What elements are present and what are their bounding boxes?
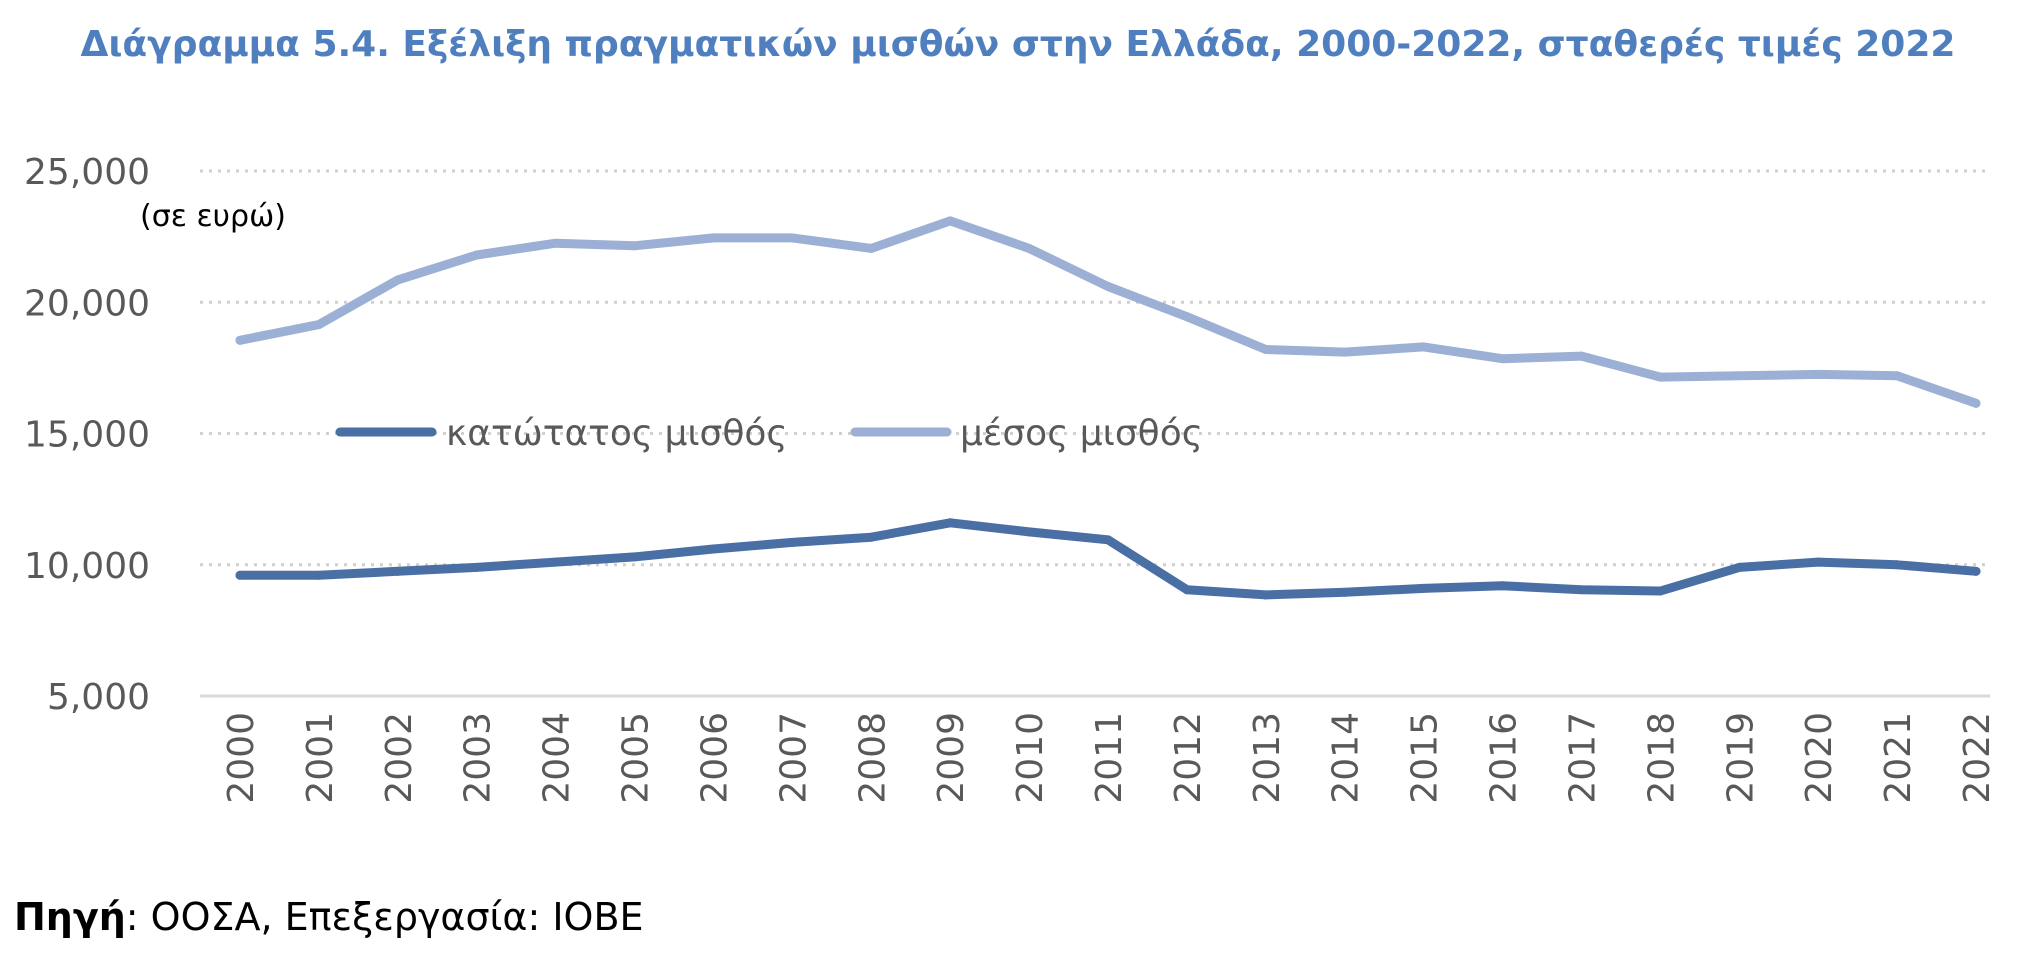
series-line-1 — [235, 518, 1981, 600]
data-point — [1182, 585, 1192, 595]
data-point — [945, 518, 955, 528]
data-point — [1734, 562, 1744, 572]
data-point — [235, 335, 245, 345]
data-point — [1024, 243, 1034, 253]
x-tick-label: 2002 — [379, 712, 420, 804]
data-point — [1971, 398, 1981, 408]
data-point — [1261, 590, 1271, 600]
x-tick-label: 2014 — [1326, 712, 1367, 804]
data-point — [945, 216, 955, 226]
data-point — [1340, 587, 1350, 597]
y-tick-label: 25,000 — [24, 152, 150, 193]
data-point — [235, 570, 245, 580]
x-tick-label: 2016 — [1484, 712, 1525, 804]
data-point — [866, 532, 876, 542]
x-tick-label: 2020 — [1799, 712, 1840, 804]
x-tick-label: 2015 — [1405, 712, 1446, 804]
y-tick-label: 20,000 — [24, 283, 150, 324]
data-point — [314, 570, 324, 580]
data-point — [630, 552, 640, 562]
y-tick-label: 10,000 — [24, 546, 150, 587]
data-point — [1813, 557, 1823, 567]
x-tick-label: 2018 — [1641, 712, 1682, 804]
data-point — [1340, 347, 1350, 357]
data-point — [1813, 369, 1823, 379]
x-tick-label: 2011 — [1089, 712, 1130, 804]
data-point — [1498, 354, 1508, 364]
data-point — [1892, 560, 1902, 570]
data-point — [472, 250, 482, 260]
data-point — [787, 233, 797, 243]
x-tick-label: 2008 — [852, 712, 893, 804]
data-point — [1971, 566, 1981, 576]
x-axis-tick-labels: 2000 2001 2002 2003 2004 2005 2006 2007 2008 2009… — [221, 712, 1998, 804]
data-point — [1498, 581, 1508, 591]
x-tick-label: 2022 — [1957, 712, 1998, 804]
data-point — [1655, 586, 1665, 596]
data-point — [630, 241, 640, 251]
data-point — [1419, 342, 1429, 352]
data-point — [1576, 351, 1586, 361]
x-tick-label: 2001 — [300, 712, 341, 804]
x-tick-label: 2003 — [458, 712, 499, 804]
data-point — [708, 544, 718, 554]
x-tick-label: 2013 — [1247, 712, 1288, 804]
x-tick-label: 2017 — [1562, 712, 1603, 804]
y-tick-label: 15,000 — [24, 415, 150, 456]
data-point — [1892, 371, 1902, 381]
y-axis-tick-labels: 5,000 10,000 15,000 20,000 25,000 — [24, 152, 150, 718]
x-tick-label: 2006 — [694, 712, 735, 804]
source-note: Πηγή: ΟΟΣΑ, Επεξεργασία: ΙΟΒΕ — [14, 895, 644, 939]
data-point — [551, 238, 561, 248]
data-point — [1103, 282, 1113, 291]
data-point — [866, 243, 876, 253]
x-tick-label: 2000 — [221, 712, 262, 804]
series-line-2 — [235, 216, 1981, 408]
data-point — [1024, 527, 1034, 537]
data-point — [1419, 583, 1429, 593]
data-point — [1182, 312, 1192, 322]
data-point — [472, 562, 482, 572]
x-tick-label: 2019 — [1720, 712, 1761, 804]
series-lines — [235, 216, 1981, 600]
x-tick-label: 2010 — [1010, 712, 1051, 804]
x-tick-label: 2012 — [1168, 712, 1209, 804]
data-point — [708, 233, 718, 243]
data-point — [393, 275, 403, 285]
x-tick-label: 2009 — [931, 712, 972, 804]
x-tick-label: 2007 — [773, 712, 814, 804]
legend-label-1: κατώτατος μισθός — [446, 413, 788, 454]
legend: κατώτατος μισθός μέσος μισθός — [335, 413, 1203, 454]
data-point — [551, 557, 561, 567]
data-point — [1103, 535, 1113, 545]
unit-label: (σε ευρώ) — [140, 199, 286, 234]
data-point — [393, 566, 403, 576]
data-point — [1261, 345, 1271, 354]
data-point — [1576, 585, 1586, 595]
data-point — [314, 320, 324, 330]
source-label: Πηγή — [14, 895, 126, 939]
chart-title: Διάγραμμα 5.4. Εξέλιξη πραγματικών μισθώ… — [81, 24, 1956, 65]
legend-label-2: μέσος μισθός — [960, 413, 1203, 454]
y-tick-label: 5,000 — [47, 677, 150, 718]
x-tick-label: 2005 — [616, 712, 657, 804]
x-tick-label: 2004 — [537, 712, 578, 804]
x-tick-label: 2021 — [1878, 712, 1919, 804]
source-text: : ΟΟΣΑ, Επεξεργασία: ΙΟΒΕ — [125, 895, 644, 939]
data-point — [1655, 372, 1665, 382]
data-point — [787, 537, 797, 547]
data-point — [1734, 371, 1744, 381]
